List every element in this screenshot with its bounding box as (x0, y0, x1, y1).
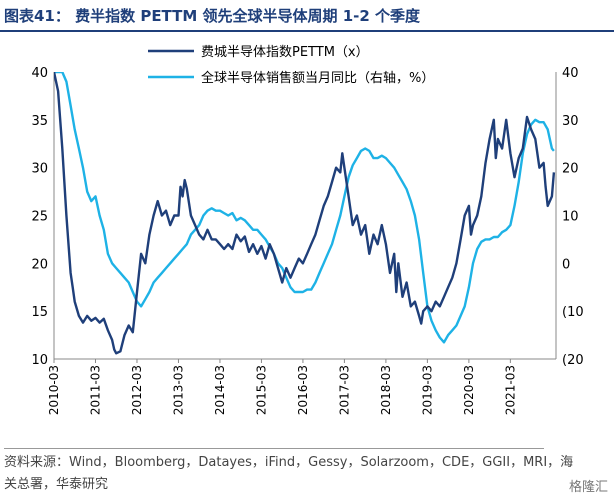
series-lines (54, 72, 556, 355)
x-tick-label: 2011-03 (88, 365, 102, 415)
left-tick-label: 40 (31, 66, 48, 81)
left-tick-label: 20 (31, 257, 48, 272)
x-tick-label: 2010-03 (47, 365, 61, 415)
right-tick-label: (20 (562, 353, 584, 368)
left-tick-label: 35 (31, 114, 48, 129)
x-tick-label: 2012-03 (130, 365, 144, 415)
chart-title: 图表41： 费半指数 PETTM 领先全球半导体周期 1-2 个季度 (4, 7, 421, 25)
x-axis-ticks: 2010-03 2011-03 2012-03 2013-03 2014-03 2015-… (47, 359, 517, 415)
left-axis-ticks: 10 15 20 25 30 35 40 (31, 66, 48, 368)
right-tick-label: 20 (562, 162, 579, 177)
legend: 费城半导体指数PETTM（x） 全球半导体销售额当月同比（右轴，%） (148, 45, 434, 86)
x-tick-label: 2016-03 (296, 365, 310, 415)
divider (4, 448, 544, 449)
watermark: 格隆汇 (568, 480, 608, 495)
right-tick-label: 40 (562, 66, 579, 81)
title-bar: 图表41： 费半指数 PETTM 领先全球半导体周期 1-2 个季度 (0, 0, 614, 32)
right-tick-label: 10 (562, 210, 579, 225)
x-tick-label: 2020-03 (462, 365, 476, 415)
x-tick-label: 2018-03 (379, 365, 393, 415)
x-tick-label: 2017-03 (337, 365, 351, 415)
right-tick-label: 30 (562, 114, 579, 129)
x-tick-label: 2021-03 (503, 365, 517, 415)
right-axis-ticks: (20 (10 0 10 20 30 40 (562, 66, 584, 368)
left-tick-label: 15 (31, 305, 48, 320)
source-note: 资料来源：Wind，Bloomberg，Datayes，iFind，Gessy，… (4, 455, 574, 492)
chart-frame (53, 72, 557, 360)
right-tick-label: 0 (562, 257, 570, 272)
sox-pettm-line (54, 72, 556, 355)
right-tick-label: (10 (562, 305, 584, 320)
x-tick-label: 2013-03 (171, 365, 185, 415)
left-tick-label: 10 (31, 353, 48, 368)
left-tick-label: 30 (31, 162, 48, 177)
global-semi-sales-yoy-line (54, 72, 555, 344)
x-tick-label: 2015-03 (254, 365, 268, 415)
legend-label: 全球半导体销售额当月同比（右轴，%） (201, 70, 434, 86)
x-tick-label: 2019-03 (420, 365, 434, 415)
legend-label: 费城半导体指数PETTM（x） (201, 45, 369, 60)
left-tick-label: 25 (31, 210, 48, 225)
x-tick-label: 2014-03 (213, 365, 227, 415)
